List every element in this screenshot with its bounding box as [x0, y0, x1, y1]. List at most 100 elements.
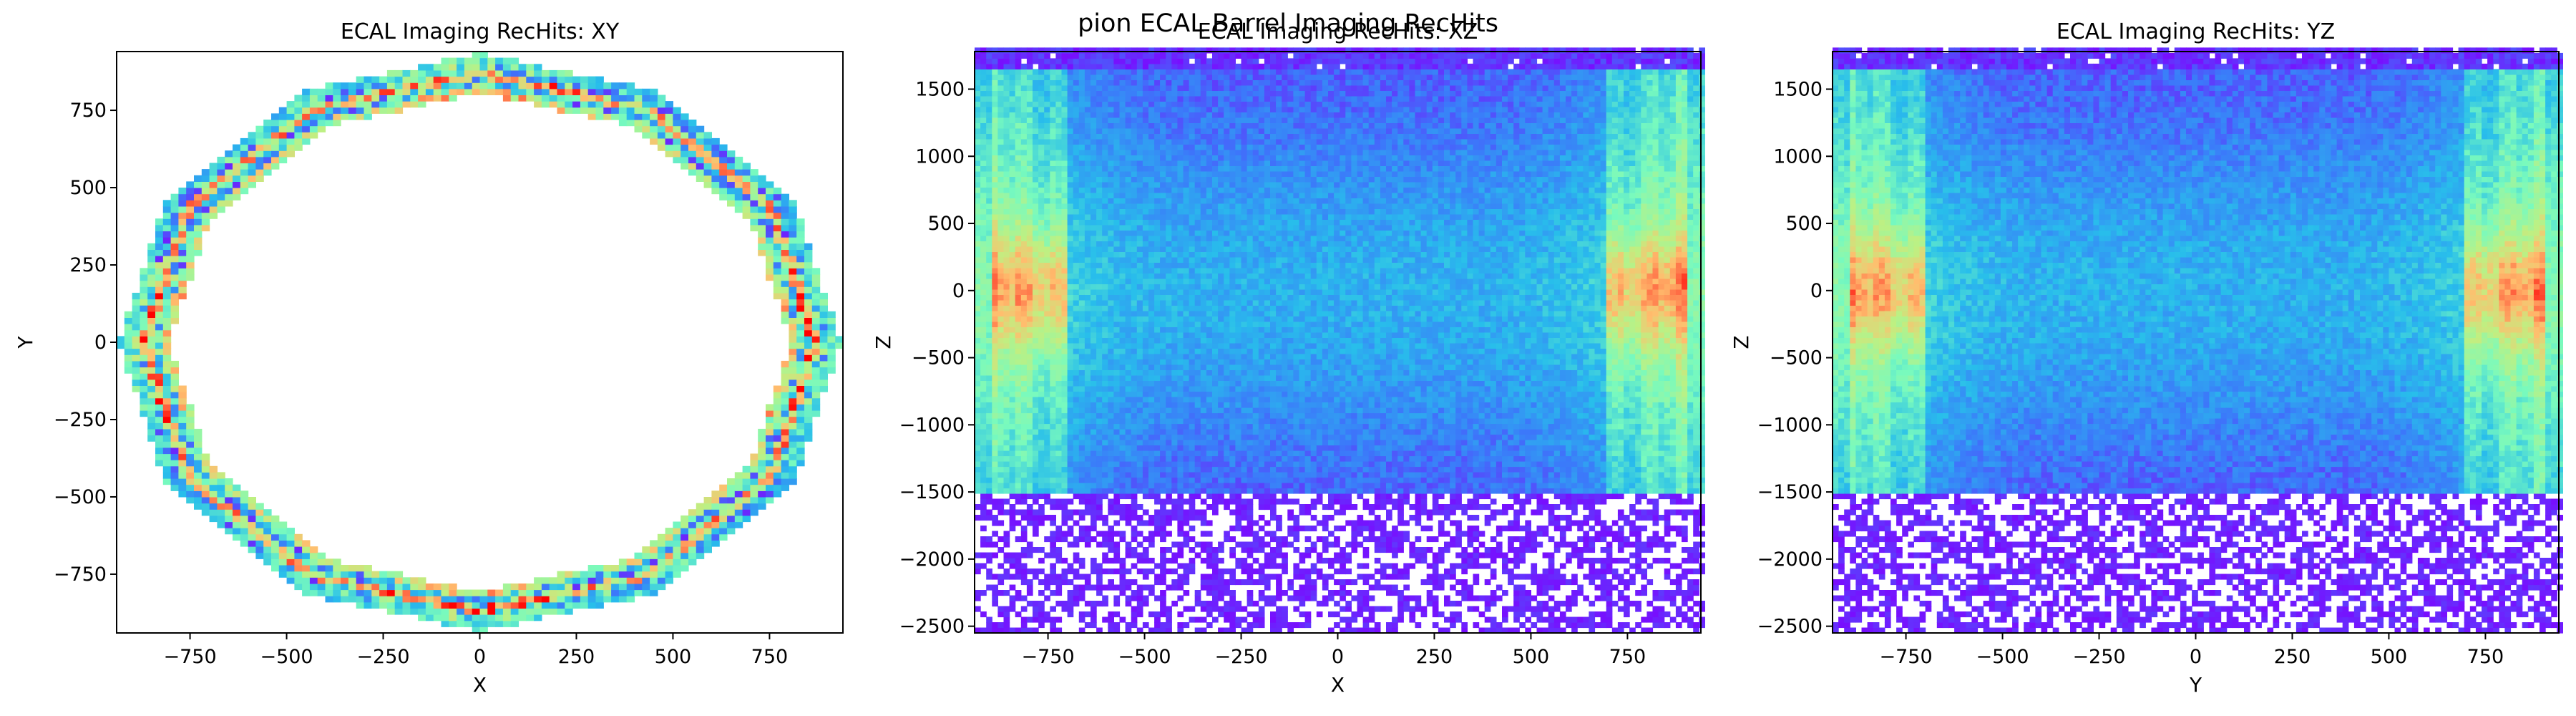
heatmap-cell [526, 608, 534, 614]
heatmap-cell [1015, 413, 1022, 419]
heatmap-cell [1055, 413, 1062, 419]
heatmap-cell [1131, 386, 1138, 392]
heatmap-cell [1073, 225, 1080, 231]
heatmap-cell [750, 225, 758, 231]
heatmap-cell [1160, 96, 1166, 102]
heatmap-cell [986, 316, 992, 321]
heatmap-cell [302, 546, 310, 553]
heatmap-cell [774, 262, 781, 268]
heatmap-cell [665, 540, 673, 546]
heatmap-cell [1143, 236, 1149, 241]
heatmap-cell [1096, 64, 1103, 69]
heatmap-cell [1044, 478, 1050, 483]
heatmap-cell [171, 262, 179, 268]
heatmap-cell [348, 107, 356, 114]
heatmap-cell [1154, 219, 1161, 225]
heatmap-cell [186, 188, 194, 194]
heatmap-cell [986, 208, 992, 214]
heatmap-cell [1143, 182, 1149, 188]
heatmap-cell [1044, 515, 1050, 521]
heatmap-cell [1055, 112, 1062, 117]
heatmap-cell [387, 82, 395, 89]
heatmap-cell [125, 336, 132, 342]
heatmap-cell [1004, 606, 1010, 612]
heatmap-cell [980, 225, 987, 231]
heatmap-cell [410, 101, 418, 107]
heatmap-cell [975, 488, 981, 494]
heatmap-cell [696, 522, 704, 528]
heatmap-cell [1004, 251, 1010, 257]
heatmap-cell [1015, 155, 1022, 160]
heatmap-cell [997, 450, 1004, 456]
heatmap-cell [1113, 386, 1120, 392]
heatmap-cell [1131, 58, 1138, 64]
heatmap-cell [997, 375, 1004, 381]
heatmap-cell [1148, 456, 1155, 462]
heatmap-cell [986, 337, 992, 343]
heatmap-cell [986, 332, 992, 338]
heatmap-cell [1079, 574, 1085, 580]
heatmap-cell [125, 311, 132, 318]
heatmap-cell [1131, 563, 1138, 569]
heatmap-cell [147, 422, 155, 429]
heatmap-cell [1068, 107, 1074, 112]
heatmap-cell [364, 95, 372, 102]
heatmap-cell [1113, 311, 1120, 316]
heatmap-cell [980, 128, 987, 134]
heatmap-cell [1143, 176, 1149, 182]
heatmap-cell [1160, 553, 1166, 558]
heatmap-cell [1113, 321, 1120, 327]
heatmap-cell [658, 558, 665, 565]
heatmap-cell [980, 117, 987, 123]
heatmap-cell [348, 584, 356, 590]
heatmap-cell [992, 380, 998, 386]
heatmap-cell [310, 546, 318, 553]
heatmap-cell [271, 150, 279, 157]
heatmap-cell [1073, 488, 1080, 494]
heatmap-cell [1021, 182, 1028, 188]
heatmap-cell [1160, 337, 1166, 343]
heatmap-cell [1108, 300, 1114, 306]
heatmap-cell [1085, 289, 1091, 295]
heatmap-cell [1055, 483, 1062, 488]
heatmap-cell [163, 330, 171, 337]
heatmap-cell [1073, 122, 1080, 128]
heatmap-cell [1108, 413, 1114, 419]
heatmap-cell [1113, 294, 1120, 300]
heatmap-cell [379, 101, 387, 107]
heatmap-cell [1102, 316, 1108, 321]
heatmap-cell [1033, 74, 1039, 80]
heatmap-cell [1126, 461, 1132, 467]
heatmap-cell [1126, 160, 1132, 166]
heatmap-cell [1021, 332, 1028, 338]
heatmap-cell [992, 386, 998, 392]
heatmap-cell [1137, 69, 1143, 74]
heatmap-cell [1131, 337, 1138, 343]
heatmap-cell [263, 132, 271, 138]
heatmap-cell [1021, 499, 1028, 505]
heatmap-cell [1027, 273, 1033, 279]
heatmap-cell [194, 175, 202, 182]
heatmap-cell [1050, 483, 1056, 488]
heatmap-cell [992, 225, 998, 231]
heatmap-cell [743, 175, 751, 182]
heatmap-cell [812, 293, 820, 299]
heatmap-cell [155, 410, 163, 417]
heatmap-cell [1044, 85, 1050, 91]
heatmap-cell [1108, 569, 1114, 574]
heatmap-cell [1131, 122, 1138, 128]
heatmap-cell [1091, 413, 1097, 419]
heatmap-cell [1044, 300, 1050, 306]
heatmap-cell [1143, 160, 1149, 166]
heatmap-cell [1021, 472, 1028, 478]
heatmap-cell [1073, 85, 1080, 91]
heatmap-cell [980, 85, 987, 91]
heatmap-cell [464, 82, 472, 89]
heatmap-cell [1044, 107, 1050, 112]
heatmap-cell [1102, 483, 1108, 488]
heatmap-cell [240, 490, 248, 497]
heatmap-cell [302, 101, 310, 107]
heatmap-cell [1126, 193, 1132, 198]
heatmap-cell [1050, 112, 1056, 117]
heatmap-cell [1154, 294, 1161, 300]
